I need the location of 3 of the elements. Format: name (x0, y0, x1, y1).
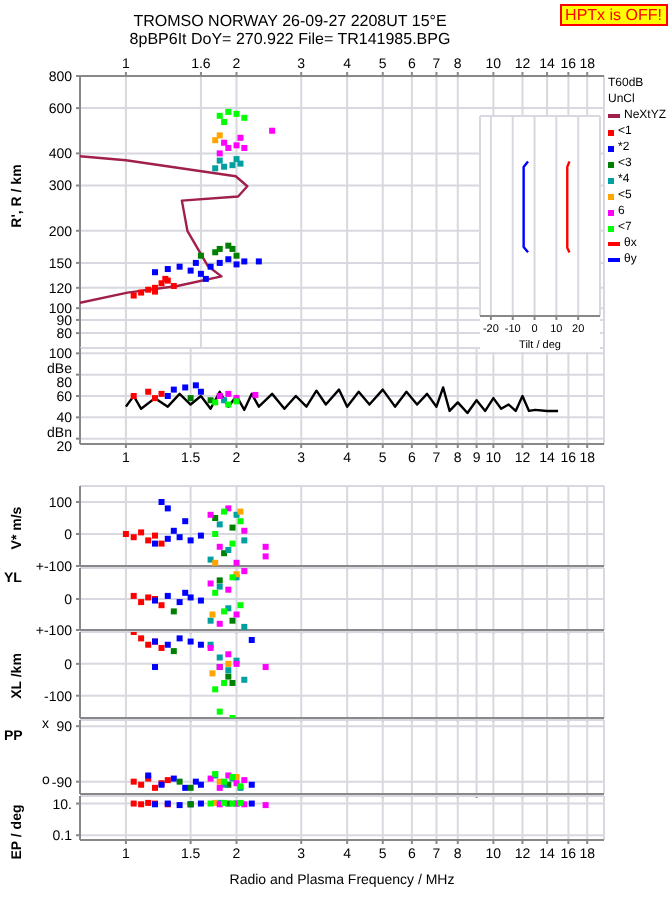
text: HPTx is OFF! (559, 4, 668, 26)
chart-subtitle: 8pBP6It DoY= 270.922 File= TR141985.BPG (127, 30, 453, 48)
chart-title: TROMSO NORWAY 26-09-27 2208UT 15°E (133, 12, 447, 30)
